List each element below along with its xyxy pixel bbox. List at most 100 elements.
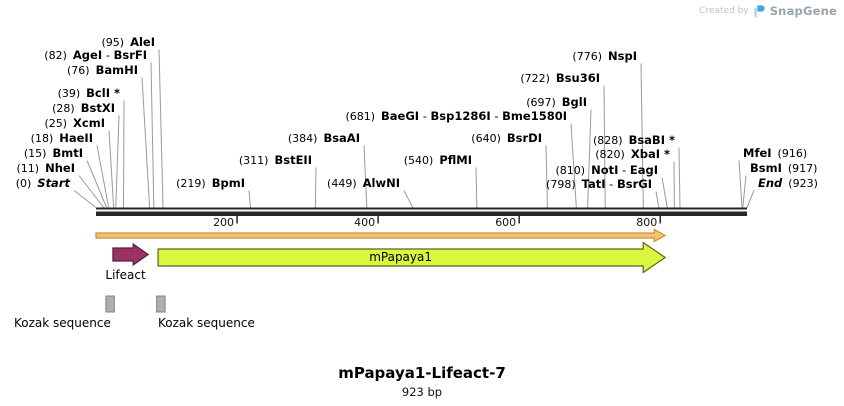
site-leader-line xyxy=(678,147,681,208)
enzyme-site-label[interactable]: (219) BpmI xyxy=(176,177,245,190)
enzyme-site-label[interactable]: (311) BstEII xyxy=(239,154,312,167)
enzyme-site-label[interactable]: BsmI (917) xyxy=(750,162,817,175)
site-leader-line xyxy=(73,190,97,208)
enzyme-site-label[interactable]: End (923) xyxy=(758,177,818,190)
site-leader-line xyxy=(587,109,592,208)
enzyme-site-label[interactable]: (18) HaeII xyxy=(31,132,93,145)
site-position-text: (11) xyxy=(16,162,40,175)
enzyme-site-label[interactable]: (640) BsrDI xyxy=(471,132,542,145)
feature-label: mPapaya1 xyxy=(369,250,433,264)
kozak-sequence-box[interactable] xyxy=(105,295,115,313)
credit-brand-text: SnapGene xyxy=(769,4,837,18)
enzyme-site-label[interactable]: (798) TatI - BsrGI xyxy=(546,178,652,191)
site-leader-line xyxy=(86,160,108,208)
site-enzyme-name: BamHI xyxy=(95,63,138,77)
enzyme-site-label[interactable]: (697) BglI xyxy=(526,96,587,109)
kozak-sequence-label: Kozak sequence xyxy=(158,316,255,330)
kozak-sequence-box[interactable] xyxy=(156,295,166,313)
site-leader-line xyxy=(746,190,755,208)
ruler-tick xyxy=(236,216,238,224)
enzyme-site-label[interactable]: (28) BstXI xyxy=(52,102,115,115)
site-enzyme-name: BsmI xyxy=(750,161,782,175)
ruler-tick xyxy=(377,216,379,224)
site-enzyme-name: AlwNI xyxy=(362,176,400,190)
site-enzyme-name: BaeGI - Bsp1286I - Bme1580I xyxy=(381,109,567,123)
site-enzyme-name: Bsu36I xyxy=(555,71,600,85)
site-enzyme-name: Start xyxy=(37,176,70,190)
site-leader-line xyxy=(603,85,606,208)
site-leader-line xyxy=(640,63,644,208)
site-leader-line xyxy=(115,115,120,208)
site-position-text: (810) xyxy=(555,164,586,177)
ruler-tick-label: 400 xyxy=(354,216,376,229)
site-leader-line xyxy=(475,167,478,208)
title-block: mPapaya1-Lifeact-7 923 bp xyxy=(0,364,844,399)
site-leader-line xyxy=(403,190,414,208)
site-position-text: (697) xyxy=(526,96,556,109)
enzyme-site-label[interactable]: (681) BaeGI - Bsp1286I - Bme1580I xyxy=(345,110,567,123)
feature-mpapaya1-arrow[interactable] xyxy=(157,241,667,274)
site-position-text: (18) xyxy=(30,132,54,145)
site-leader-line xyxy=(738,160,743,208)
site-enzyme-name: NheI xyxy=(45,161,75,175)
site-enzyme-name: BpmI xyxy=(211,176,245,190)
enzyme-site-label[interactable]: (39) BclI * xyxy=(58,87,120,100)
enzyme-site-label[interactable]: (25) XcmI xyxy=(44,117,105,130)
site-enzyme-name: XbaI * xyxy=(630,147,670,161)
site-enzyme-name: BsaBI * xyxy=(628,133,675,147)
site-position-text: (798) xyxy=(546,178,576,191)
site-enzyme-name: BstEII xyxy=(274,153,312,167)
feature-label: Lifeact xyxy=(105,268,146,282)
enzyme-site-label[interactable]: (776) NspI xyxy=(572,50,637,63)
site-position-text: (95) xyxy=(101,36,125,49)
site-position-text: (916) xyxy=(777,147,808,160)
site-position-text: (15) xyxy=(23,147,47,160)
enzyme-site-label[interactable]: (11) NheI xyxy=(17,162,75,175)
snapgene-credit: Created by SnapGene xyxy=(699,4,837,18)
enzyme-site-label[interactable]: (449) AlwNI xyxy=(327,177,400,190)
enzyme-site-label[interactable]: (15) BmtI xyxy=(24,147,83,160)
enzyme-site-label[interactable]: MfeI (916) xyxy=(743,147,807,160)
site-position-text: (219) xyxy=(176,177,206,190)
enzyme-site-label[interactable]: (76) BamHI xyxy=(67,64,138,77)
site-leader-line xyxy=(545,145,548,208)
site-enzyme-name: XcmI xyxy=(73,116,105,130)
enzyme-site-label[interactable]: (828) BsaBI * xyxy=(593,134,675,147)
site-leader-line xyxy=(661,177,668,208)
ruler-tick-label: 800 xyxy=(636,216,658,229)
site-position-text: (917) xyxy=(787,162,818,175)
construct-span-arrow[interactable] xyxy=(95,228,667,243)
site-position-text: (776) xyxy=(572,50,603,63)
enzyme-site-label[interactable]: (722) Bsu36I xyxy=(520,72,600,85)
sequence-bar-top-strand xyxy=(96,207,747,210)
site-position-text: (82) xyxy=(44,49,67,62)
site-enzyme-name: BsrDI xyxy=(506,131,542,145)
site-position-text: (540) xyxy=(403,154,434,167)
site-position-text: (828) xyxy=(592,134,623,147)
site-enzyme-name: BglI xyxy=(561,95,587,109)
sequence-bar-bottom-strand xyxy=(96,211,747,216)
site-enzyme-name: BmtI xyxy=(52,146,83,160)
feature-lifeact-arrow[interactable] xyxy=(112,242,150,267)
enzyme-site-label[interactable]: (82) AgeI - BsrFI xyxy=(44,49,147,62)
enzyme-site-label[interactable]: (95) AleI xyxy=(101,36,155,49)
enzyme-site-label[interactable]: (810) NotI - EagI xyxy=(555,164,658,177)
site-leader-line xyxy=(570,123,577,208)
site-leader-line xyxy=(150,62,155,208)
enzyme-site-label[interactable]: (540) PflMI xyxy=(404,154,472,167)
enzyme-site-label[interactable]: (820) XbaI * xyxy=(595,148,670,161)
site-leader-line xyxy=(655,191,660,208)
enzyme-site-label[interactable]: (384) BsaAI xyxy=(288,132,360,145)
site-leader-line xyxy=(141,77,151,208)
site-position-text: (722) xyxy=(520,72,550,85)
site-position-text: (311) xyxy=(238,154,269,167)
site-position-text: (449) xyxy=(327,177,357,190)
site-leader-line xyxy=(314,167,317,208)
site-position-text: (384) xyxy=(287,132,318,145)
site-enzyme-name: BsaAI xyxy=(323,131,360,145)
ruler-tick xyxy=(518,216,520,224)
enzyme-site-label[interactable]: (0) Start xyxy=(16,177,70,190)
site-enzyme-name: HaeII xyxy=(59,131,93,145)
site-position-text: (28) xyxy=(52,102,75,115)
